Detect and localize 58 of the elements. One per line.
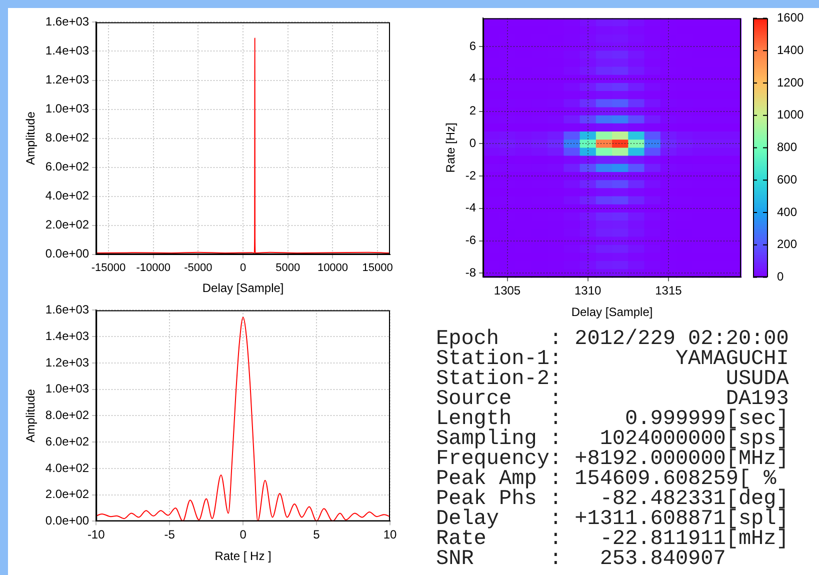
text: Station-2: USUDA [436,368,790,391]
color-bar-label: 1600 [777,10,804,25]
y-tick-label: 0.0e+00 [45,514,90,528]
x-tick-label: 1315 [655,284,682,298]
y-tick-label: -8 [465,265,476,280]
y-tick-label: 4 [469,71,476,86]
y-tick-label: -4 [465,200,476,215]
y-tick-label: 1.0e+03 [45,382,90,396]
color-bar-label: 1000 [777,108,804,122]
text: Rate : -22.811911[mHz] [436,528,790,551]
y-tick-label: 1.6e+03 [45,302,90,317]
x-tick-label: 15000 [362,262,393,274]
text: SNR : 253.840907 [436,548,726,571]
x-tick-label: 1310 [574,284,602,298]
y-axis-title: Rate [Hz] [444,122,458,173]
x-axis-title: Delay [Sample] [202,281,284,296]
y-axis-title: Amplitude [24,388,38,442]
color-bar-label: 800 [777,140,798,154]
y-tick-label: 6 [469,38,476,53]
x-axis-title: Rate [ Hz ] [214,549,272,564]
y-tick-label: 2.0e+02 [45,487,90,502]
y-tick-label: 0.0e+00 [45,246,90,261]
y-tick-label: 1.6e+03 [45,14,90,29]
color-bar-label: 200 [777,237,798,252]
x-tick-label: 5 [313,528,320,542]
y-axis-title: Amplitude [24,111,38,165]
y-tick-label: 1.2e+03 [45,355,90,370]
x-tick-label: -10 [87,528,106,542]
y-tick-label: 1.4e+03 [45,328,90,343]
x-axis-title: Delay [Sample] [571,305,653,320]
color-bar-label: 400 [777,204,798,219]
x-tick-label: -5 [164,528,176,542]
y-tick-label: 4.0e+02 [45,460,90,475]
y-tick-label: 6.0e+02 [45,434,90,448]
y-tick-label: 6.0e+02 [45,160,90,174]
y-tick-label: 8.0e+02 [45,408,90,422]
y-tick-label: 1.0e+03 [45,102,90,116]
x-tick-label: -15000 [91,262,126,274]
x-tick-label: 1305 [494,284,521,298]
x-tick-label: 10 [383,528,397,542]
x-tick-label: 5000 [276,262,300,274]
color-bar-label: 1200 [777,75,804,90]
x-tick-label: -10000 [136,262,170,274]
color-bar-label: 600 [777,172,798,186]
y-tick-label: 4.0e+02 [45,188,90,203]
x-tick-label: -5000 [184,262,212,274]
color-bar-label: 1400 [777,42,804,57]
y-tick-label: 1.4e+03 [45,44,90,58]
y-tick-label: -6 [465,233,476,248]
y-tick-label: 1.2e+03 [45,72,90,87]
x-tick-label: 0 [240,262,246,274]
x-tick-label: 0 [240,528,247,542]
y-tick-label: 8.0e+02 [45,130,90,145]
y-tick-label: 2 [469,104,476,118]
y-tick-label: 0 [469,136,476,150]
y-tick-label: 2.0e+02 [45,218,90,232]
y-tick-label: -2 [465,168,476,182]
x-tick-label: 10000 [317,262,348,274]
